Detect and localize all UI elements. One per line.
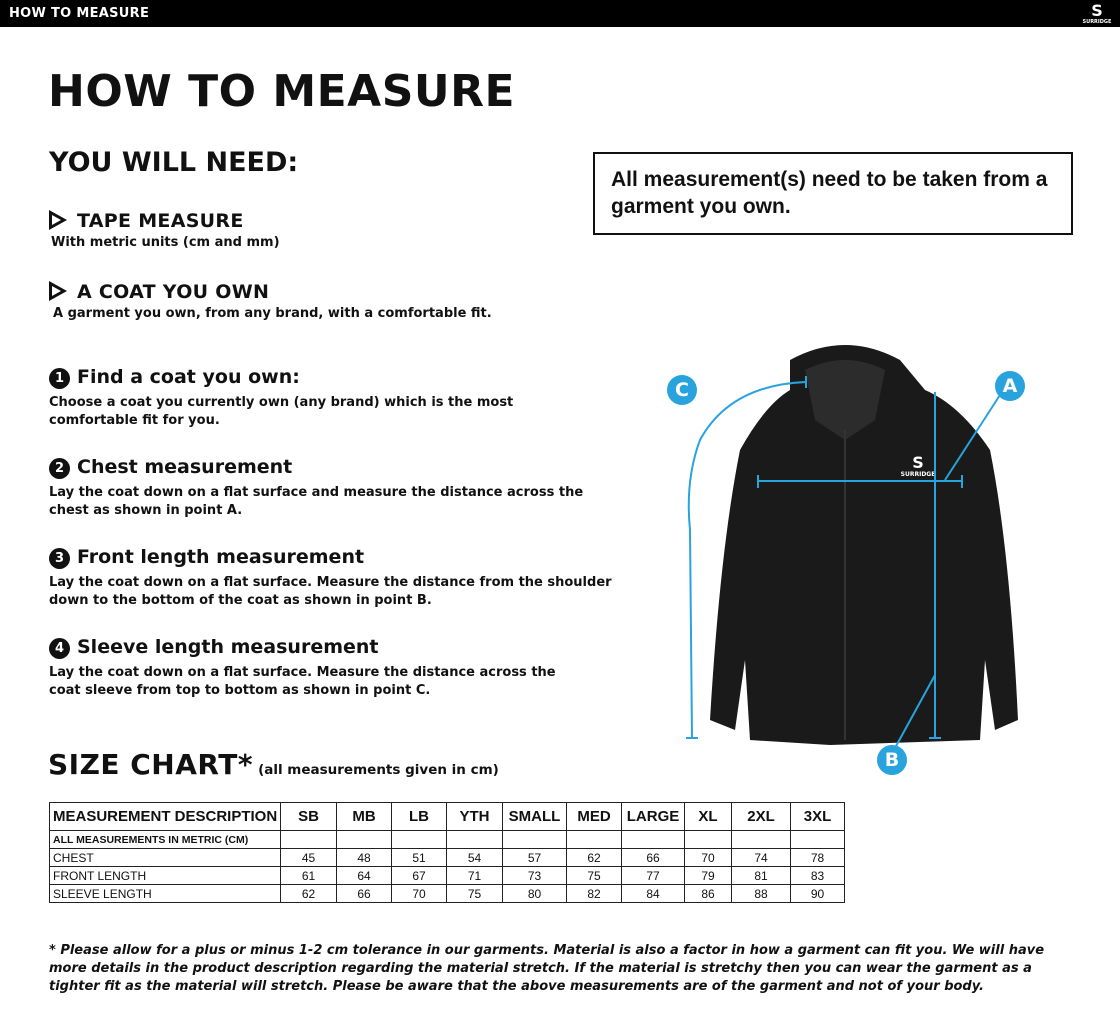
column-header: MED: [566, 802, 622, 831]
cell: 48: [336, 848, 392, 867]
step-number: 4: [49, 638, 70, 659]
step-desc: Lay the coat down on a flat surface. Mea…: [49, 665, 556, 698]
table-header-row: MEASUREMENT DESCRIPTION SB MB LB YTH SMA…: [49, 802, 845, 831]
column-header: 2XL: [731, 802, 791, 831]
cell: 79: [684, 866, 732, 885]
cell: 88: [731, 884, 791, 903]
cell: 81: [731, 866, 791, 885]
size-chart-table: MEASUREMENT DESCRIPTION SB MB LB YTH SMA…: [49, 802, 845, 903]
cell: 77: [621, 866, 685, 885]
svg-text:S: S: [1091, 2, 1103, 20]
cell: 51: [391, 848, 447, 867]
step-number: 3: [49, 548, 70, 569]
column-header: 3XL: [790, 802, 845, 831]
cell: 45: [280, 848, 337, 867]
need-item-label: A COAT YOU OWN: [77, 281, 270, 303]
page-title: HOW TO MEASURE: [48, 66, 516, 117]
row-label: CHEST: [49, 848, 281, 867]
cell: 54: [446, 848, 503, 867]
step-3: 3 Front length measurement Lay the coat d…: [49, 546, 649, 610]
cell: 90: [790, 884, 845, 903]
column-header: MB: [336, 802, 392, 831]
need-item-tape: TAPE MEASURE With metric units (cm and m…: [49, 210, 280, 252]
step-desc: Lay the coat down on a flat surface and …: [49, 485, 584, 518]
step-2: 2 Chest measurement Lay the coat down on …: [49, 456, 649, 520]
cell: 66: [621, 848, 685, 867]
step-number: 2: [49, 458, 70, 479]
need-item-coat: A COAT YOU OWN A garment you own, from a…: [49, 281, 492, 323]
point-b-badge: B: [877, 745, 907, 775]
step-title: Find a coat you own:: [77, 366, 300, 388]
top-bar-title: HOW TO MEASURE: [9, 6, 150, 21]
cell: 62: [280, 884, 337, 903]
table-row: FRONT LENGTH 61 64 67 71 73 75 77 79 81 83: [49, 866, 845, 885]
size-chart-heading: SIZE CHART* (all measurements given in c…: [48, 748, 499, 781]
column-header: SMALL: [502, 802, 567, 831]
footnote: * Please allow for a plus or minus 1-2 c…: [49, 943, 1045, 994]
sleeve-measure-line: [687, 381, 807, 739]
step-title: Chest measurement: [77, 456, 293, 478]
column-header: SB: [280, 802, 337, 831]
step-desc: Lay the coat down on a flat surface. Mea…: [49, 575, 612, 608]
cell: 83: [790, 866, 845, 885]
cell: 84: [621, 884, 685, 903]
top-bar: HOW TO MEASURE S SURRIDGE: [0, 0, 1120, 27]
svg-text:SURRIDGE: SURRIDGE: [901, 471, 936, 478]
cell: 64: [336, 866, 392, 885]
cell: 70: [684, 848, 732, 867]
column-header: LB: [391, 802, 447, 831]
step-4: 4 Sleeve length measurement Lay the coat …: [49, 636, 649, 700]
point-a-badge: A: [995, 371, 1025, 401]
step-title: Front length measurement: [77, 546, 365, 568]
point-c-badge: C: [667, 375, 697, 405]
table-subheader-row: ALL MEASUREMENTS IN METRIC (CM): [49, 830, 845, 849]
jacket-logo-icon: S: [912, 453, 924, 472]
cell: 74: [731, 848, 791, 867]
cell: 78: [790, 848, 845, 867]
column-header: XL: [684, 802, 732, 831]
cell: 82: [566, 884, 622, 903]
cell: 61: [280, 866, 337, 885]
subheader-cell: ALL MEASUREMENTS IN METRIC (CM): [49, 830, 281, 849]
table-row: CHEST 45 48 51 54 57 62 66 70 74 78: [49, 848, 845, 867]
jacket-body: [710, 345, 1018, 745]
column-header: YTH: [446, 802, 503, 831]
cell: 67: [391, 866, 447, 885]
jacket-diagram: S SURRIDGE: [686, 345, 1018, 749]
cell: 70: [391, 884, 447, 903]
row-label: SLEEVE LENGTH: [49, 884, 281, 903]
table-row: SLEEVE LENGTH 62 66 70 75 80 82 84 86 88 90: [49, 884, 845, 903]
row-label: FRONT LENGTH: [49, 866, 281, 885]
size-chart-title: SIZE CHART*: [48, 748, 253, 781]
svg-text:SURRIDGE: SURRIDGE: [1083, 19, 1112, 25]
size-chart-subtitle: (all measurements given in cm): [258, 762, 499, 778]
cell: 71: [446, 866, 503, 885]
need-item-desc: With metric units (cm and mm): [51, 235, 280, 250]
step-title: Sleeve length measurement: [77, 636, 379, 658]
column-header: MEASUREMENT DESCRIPTION: [49, 802, 281, 831]
note-box: All measurement(s) need to be taken from…: [593, 152, 1073, 235]
cell: 73: [502, 866, 567, 885]
step-1: 1 Find a coat you own: Choose a coat you …: [49, 366, 649, 430]
cell: 66: [336, 884, 392, 903]
column-header: LARGE: [621, 802, 685, 831]
cell: 80: [502, 884, 567, 903]
cell: 75: [566, 866, 622, 885]
need-item-label: TAPE MEASURE: [77, 210, 244, 232]
cell: 57: [502, 848, 567, 867]
need-item-desc: A garment you own, from any brand, with …: [53, 306, 492, 321]
cell: 86: [684, 884, 732, 903]
step-number: 1: [49, 368, 70, 389]
play-arrow-icon: [49, 281, 67, 301]
play-arrow-icon: [49, 210, 67, 230]
cell: 75: [446, 884, 503, 903]
cell: 62: [566, 848, 622, 867]
you-will-need-heading: YOU WILL NEED:: [49, 147, 299, 178]
step-desc: Choose a coat you currently own (any bra…: [49, 395, 514, 428]
